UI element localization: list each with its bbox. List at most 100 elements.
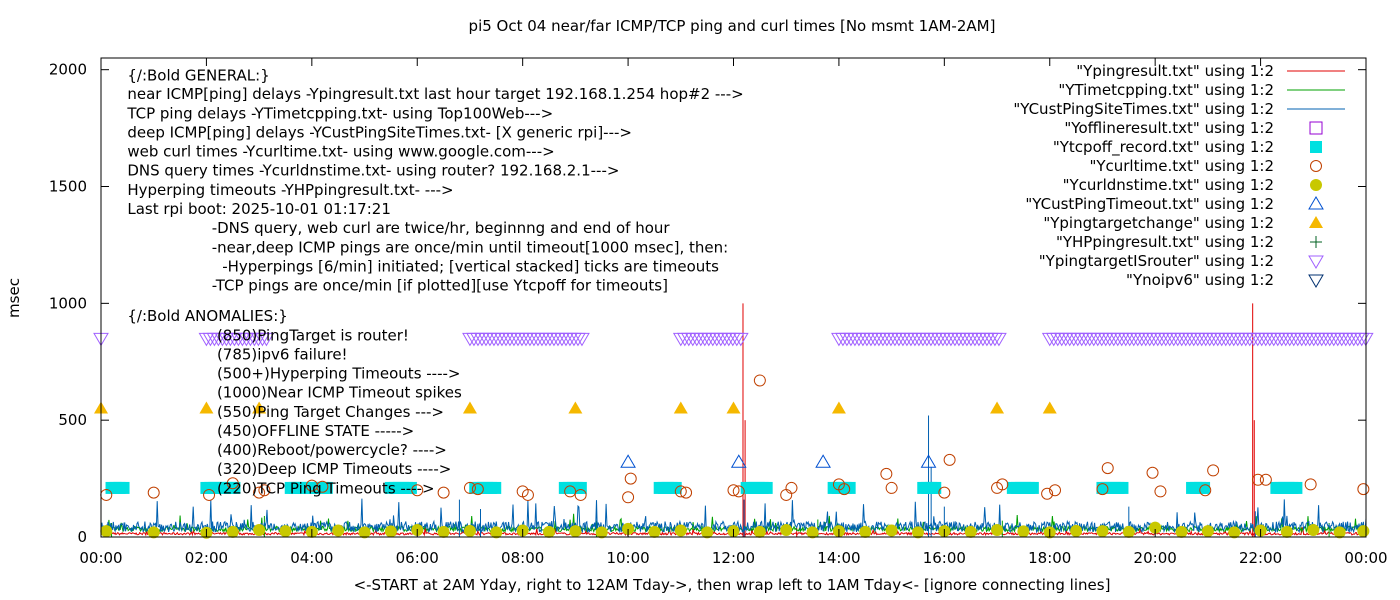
legend-label-12: "Ynoipv6" using 1:2 (1126, 271, 1274, 289)
series-6-point-40 (1207, 464, 1220, 477)
legend-label-11: "YpingtargetISrouter" using 1:2 (1039, 252, 1274, 270)
legend-entry-1: "Ypingresult.txt" using 1:2 (1076, 62, 1345, 80)
series-5-run-0 (105, 481, 130, 494)
x-tick-label-12: 00:00 (1344, 549, 1387, 567)
series-5-run-5 (558, 481, 587, 494)
annotation-0: {/:Bold GENERAL:} (127, 67, 269, 85)
series-7-point-20 (674, 524, 687, 537)
plot-area (93, 303, 1374, 539)
series-7-point-28 (885, 524, 898, 537)
series-7-point-39 (1175, 525, 1188, 538)
annotation-3: deep ICMP[ping] delays -YCustPingSiteTim… (127, 124, 632, 142)
series-6-point-41 (1251, 473, 1264, 486)
x-tick-label-11: 22:00 (1239, 549, 1282, 567)
series-6-point-7 (316, 480, 329, 493)
series-7-point-45 (1333, 526, 1346, 539)
x-tick-label-8: 16:00 (923, 549, 966, 567)
annotation-4: web curl times -Ycurltime.txt- using www… (127, 142, 554, 160)
series-6-point-15 (574, 488, 587, 501)
legend-entry-2: "YTimetcpping.txt" using 1:2 (1058, 81, 1345, 99)
series-7-point-36 (1096, 525, 1109, 538)
series-11-run-1 (462, 332, 590, 347)
series-5-run-7 (740, 481, 773, 494)
series-7-point-17 (595, 526, 608, 539)
series-6-point-9 (437, 486, 450, 499)
x-tick-label-1: 02:00 (185, 549, 228, 567)
series-6-point-16 (622, 491, 635, 504)
series-7-point-3 (226, 525, 239, 538)
series-5-run-12 (1186, 481, 1211, 494)
series-7-point-16 (569, 525, 582, 538)
series-7-point-27 (859, 525, 872, 538)
series-7-point-33 (1017, 525, 1030, 538)
series-6-point-23 (780, 488, 793, 501)
legend-swatch-4 (1309, 121, 1323, 135)
annotation-15: (500+)Hyperping Timeouts ----> (217, 364, 461, 382)
series-11-run-3 (831, 332, 1007, 347)
series-6-point-10 (463, 481, 476, 494)
series-6-point-21 (732, 485, 745, 498)
series-6-point-13 (521, 488, 534, 501)
annotation-19: (400)Reboot/powercycle? ----> (217, 441, 447, 459)
y-tick-label-2: 1000 (49, 294, 87, 312)
chart-title: pi5 Oct 04 near/far ICMP/TCP ping and cu… (469, 17, 996, 35)
legend-label-9: "Ypingtargetchange" using 1:2 (1043, 214, 1274, 232)
series-7-point-35 (1070, 524, 1083, 537)
legend-swatch-9 (1309, 216, 1323, 228)
series-5-run-4 (469, 481, 502, 494)
series-7-point-18 (622, 522, 635, 535)
legend-swatch-8 (1308, 196, 1324, 210)
series-7-point-8 (358, 526, 371, 539)
series-7-point-31 (964, 525, 977, 538)
series-6-point-14 (564, 485, 577, 498)
series-5-run-6 (653, 481, 682, 494)
legend-label-4: "Yofflineresult.txt" using 1:2 (1064, 119, 1274, 137)
series-8-point-3 (920, 454, 937, 468)
series-6-point-28 (885, 481, 898, 494)
series-7-point-0 (100, 525, 113, 538)
x-axis-label: <-START at 2AM Yday, right to 12AM Tday-… (354, 576, 1111, 594)
series-11-run-0 (198, 332, 275, 347)
annotation-7: Last rpi boot: 2025-10-01 01:17:21 (127, 200, 391, 218)
series-9-point-5 (673, 401, 688, 414)
annotation-2: TCP ping delays -YTimetcpping.txt- using… (126, 104, 553, 122)
series-9-point-4 (568, 401, 583, 414)
series-5-run-3 (384, 481, 417, 494)
legend-swatch-6 (1310, 160, 1322, 172)
x-tick-label-10: 20:00 (1134, 549, 1177, 567)
series-9-point-9 (1042, 401, 1057, 414)
series-6-point-33 (1041, 487, 1054, 500)
y-tick-label-3: 1500 (49, 178, 87, 196)
annotation-9: -near,deep ICMP pings are once/min until… (212, 238, 729, 256)
legend-swatch-7 (1310, 179, 1322, 191)
series-7-point-40 (1201, 525, 1214, 538)
y-tick-label-4: 2000 (49, 61, 87, 79)
legend-entry-11: "YpingtargetISrouter" using 1:2 (1039, 252, 1324, 270)
series-6-point-32 (996, 478, 1009, 491)
series-6-point-27 (880, 467, 893, 480)
annotation-12: {/:Bold ANOMALIES:} (127, 307, 287, 325)
series-5-run-13 (1270, 481, 1303, 494)
y-tick-label-1: 500 (58, 411, 87, 429)
y-tick-label-0: 0 (77, 528, 87, 546)
series-6-point-5 (258, 484, 271, 497)
series-5-run-10 (1006, 481, 1039, 494)
legend: "Ypingresult.txt" using 1:2"YTimetcpping… (1013, 62, 1345, 289)
series-7-point-29 (911, 526, 924, 539)
series-6-point-38 (1154, 485, 1167, 498)
annotation-20: (320)Deep ICMP Timeouts ----> (217, 460, 451, 478)
series-7-point-25 (806, 526, 819, 539)
series-9-point-8 (990, 401, 1005, 414)
series-7-point-37 (1122, 525, 1135, 538)
series-7-point-12 (463, 524, 476, 537)
series-7-point-13 (490, 526, 503, 539)
legend-swatch-11 (1308, 255, 1324, 269)
annotation-6: Hyperping timeouts -YHPpingresult.txt- -… (127, 181, 453, 199)
series-11-run-2 (672, 332, 749, 347)
series-6-point-42 (1259, 473, 1272, 486)
annotation-1: near ICMP[ping] delays -Ypingresult.txt … (127, 85, 743, 103)
legend-entry-4: "Yofflineresult.txt" using 1:2 (1064, 119, 1323, 137)
series-7-point-41 (1228, 526, 1241, 539)
series-7-point-1 (147, 526, 160, 539)
series-6-point-2 (203, 488, 216, 501)
